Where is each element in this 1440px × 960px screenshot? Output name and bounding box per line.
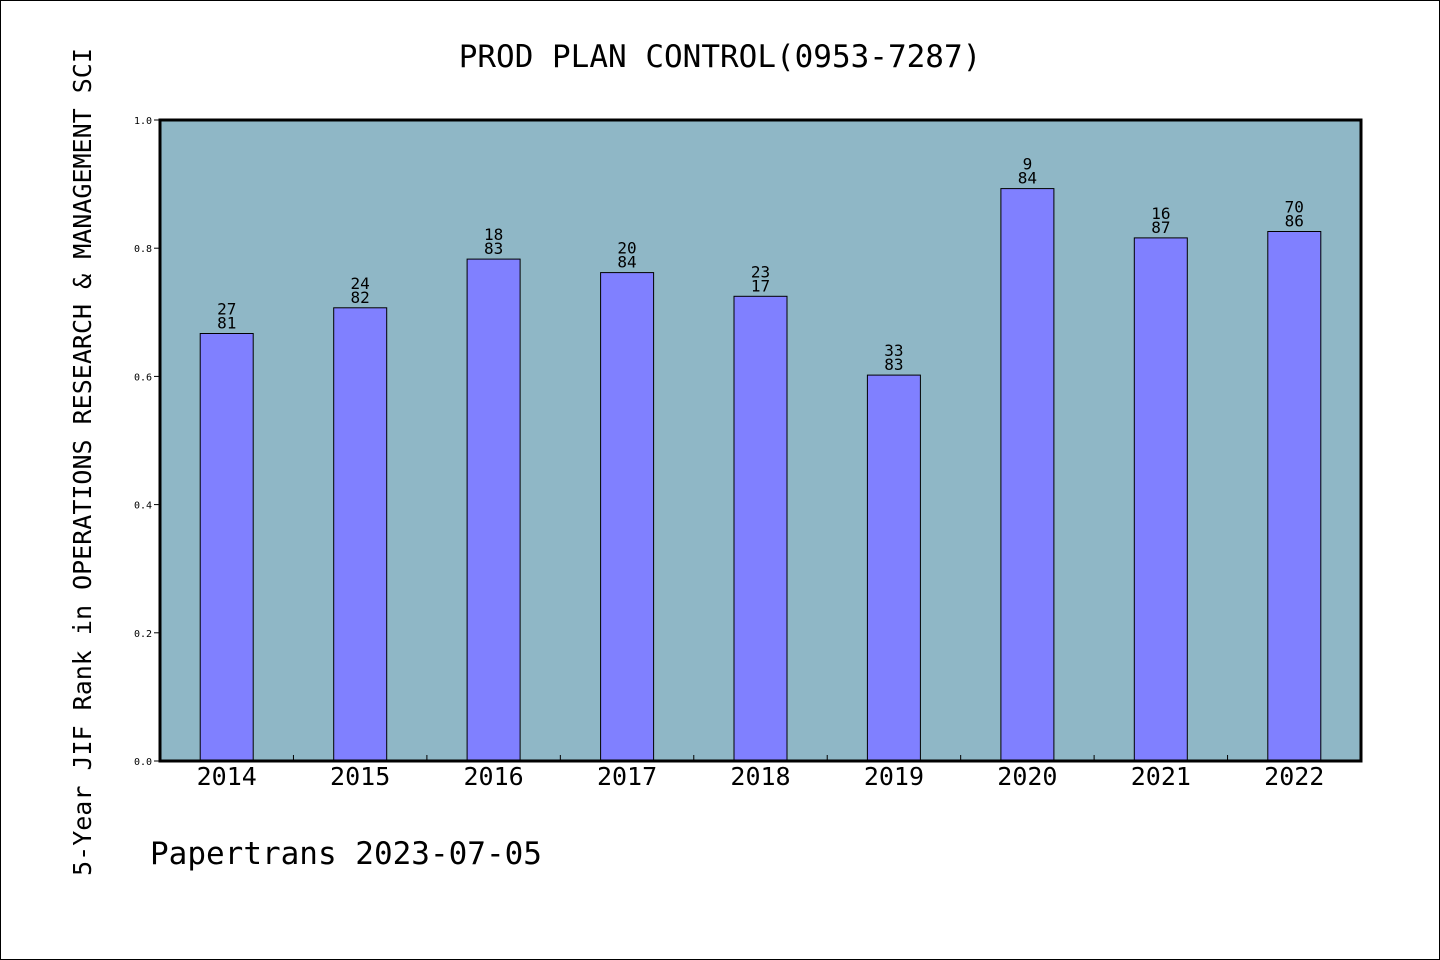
bar-label-2016-2: 83 [484, 239, 503, 258]
bar-label-2021-2: 87 [1151, 218, 1170, 237]
y-tick-label-0.6: 0.6 [134, 372, 152, 383]
bar-2017 [600, 272, 655, 762]
bar-label-2017-1: 20 [617, 239, 636, 258]
y-tick-label-0.2: 0.2 [134, 629, 152, 640]
bar-label-2014-2: 81 [217, 314, 236, 333]
x-tick-label-2020: 2020 [997, 762, 1057, 791]
bar-label-2016-1: 18 [484, 225, 503, 244]
y-tick-label-0.4: 0.4 [134, 501, 152, 512]
bar-label-2020-1: 9 [1023, 155, 1033, 174]
x-tick-label-2014: 2014 [197, 762, 257, 791]
bar-label-2014-1: 27 [217, 300, 236, 319]
bar-label-2018-1: 23 [751, 262, 770, 281]
bar-label-2017-2: 84 [617, 253, 636, 272]
bar-label-2022-1: 70 [1285, 198, 1304, 217]
plot-border [158, 118, 1363, 763]
x-tick-label-2019: 2019 [864, 762, 924, 791]
footer-text: Papertrans 2023-07-05 [150, 836, 542, 872]
bar-label-2021-1: 16 [1151, 204, 1170, 223]
y-tick-label-1.0: 1.0 [134, 116, 152, 127]
bar-2019 [866, 374, 921, 762]
bar-2016 [466, 258, 521, 762]
bar-label-2020-2: 84 [1018, 169, 1037, 188]
y-tick-label-0.8: 0.8 [134, 244, 152, 255]
bar-label-2015-1: 24 [351, 274, 370, 293]
bar-label-2015-2: 82 [351, 288, 370, 307]
chart-title: PROD PLAN CONTROL(0953-7287) [459, 39, 982, 75]
x-tick-label-2021: 2021 [1131, 762, 1191, 791]
axis-ticks-layer: 2014 2015 2016 2017 2018 2019 2020 2021 20220.00… [134, 116, 1324, 791]
x-tick-label-2017: 2017 [597, 762, 657, 791]
bar-label-2019-2: 83 [884, 355, 903, 374]
x-tick-label-2018: 2018 [730, 762, 790, 791]
bar-label-2018-2: 17 [751, 276, 770, 295]
y-axis-label: 5-Year JIF Rank in OPERATIONS RESEARCH &… [68, 48, 97, 876]
y-tick-label-0.0: 0.0 [134, 757, 152, 768]
bar-2014 [199, 333, 254, 762]
bar-2018 [733, 295, 788, 762]
x-tick-label-2015: 2015 [330, 762, 390, 791]
bar-2022 [1267, 231, 1322, 762]
bar-2015 [333, 307, 388, 762]
bar-2021 [1133, 237, 1188, 762]
bar-2020 [1000, 188, 1055, 762]
x-tick-label-2022: 2022 [1264, 762, 1324, 791]
x-tick-label-2016: 2016 [464, 762, 524, 791]
bar-label-2019-1: 33 [884, 341, 903, 360]
bar-label-2022-2: 86 [1285, 212, 1304, 231]
